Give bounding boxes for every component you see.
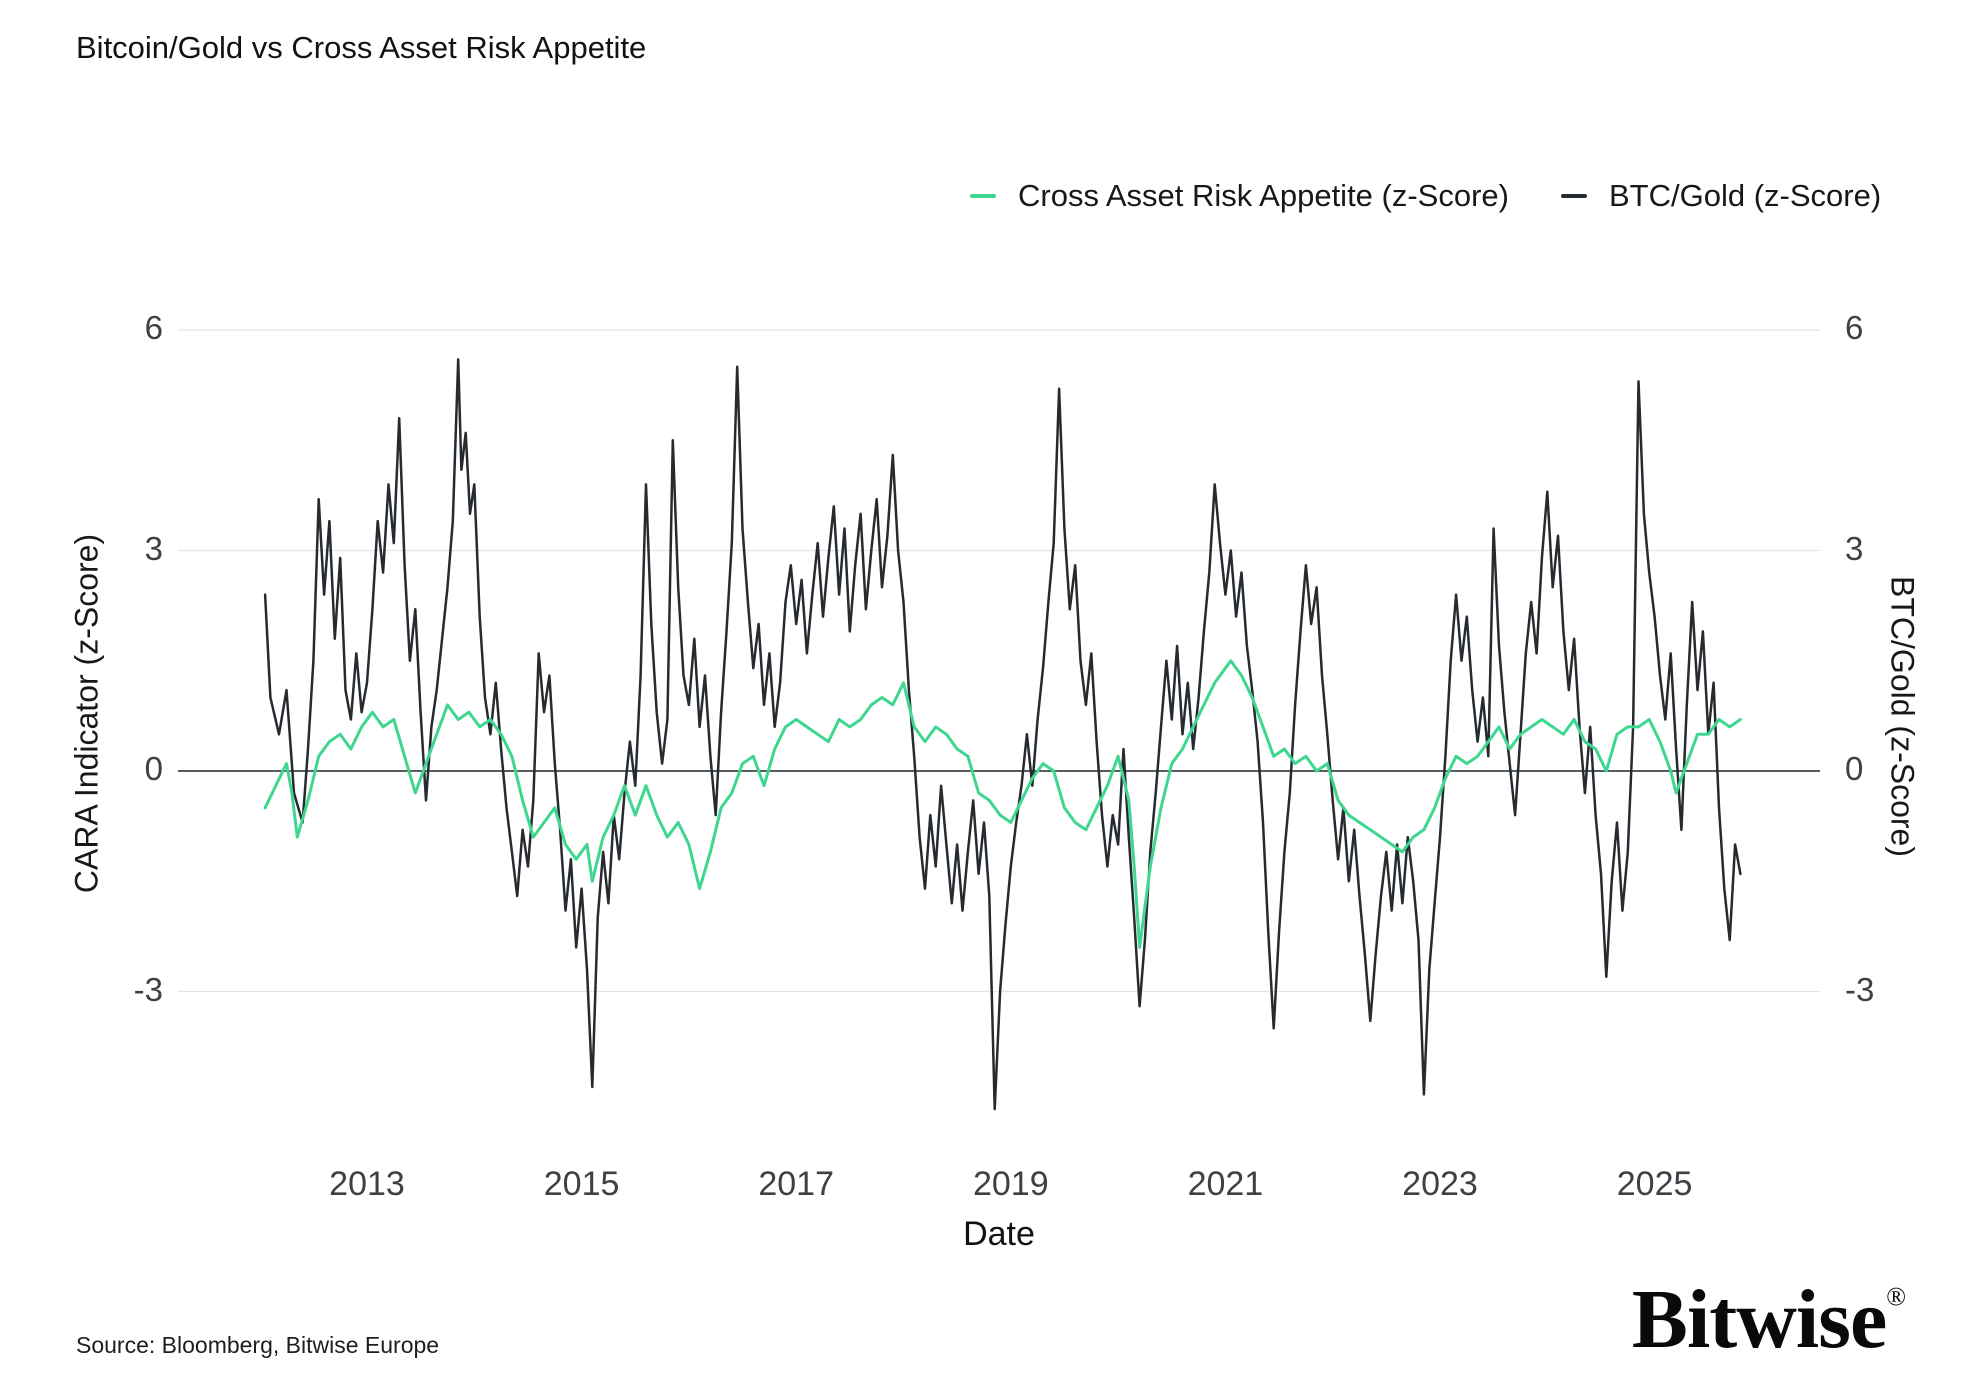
x-tick-label: 2025 (1616, 1165, 1693, 1203)
x-tick-label: 2015 (543, 1165, 620, 1203)
x-axis-title: Date (963, 1215, 1035, 1253)
registered-mark-icon: ® (1886, 1282, 1906, 1311)
x-tick-label: 2021 (1187, 1165, 1264, 1203)
legend-item: Cross Asset Risk Appetite (z-Score) (970, 178, 1509, 214)
legend-dash-icon (1561, 194, 1587, 198)
legend-label: BTC/Gold (z-Score) (1609, 178, 1882, 213)
source-note: Source: Bloomberg, Bitwise Europe (76, 1332, 440, 1358)
x-tick-label: 2017 (758, 1165, 834, 1203)
page-title: Bitcoin/Gold vs Cross Asset Risk Appetit… (76, 30, 647, 65)
x-tick-label: 2019 (972, 1165, 1049, 1203)
y-tick-label-left: 3 (144, 529, 163, 567)
y-tick-label-left: 6 (144, 309, 163, 346)
legend: Cross Asset Risk Appetite (z-Score) BTC/G… (970, 178, 1881, 214)
y-tick-label-right: -3 (1845, 970, 1875, 1008)
series-line (263, 659, 1742, 949)
y-tick-label-left: 0 (144, 750, 163, 787)
y-tick-label-right: 3 (1845, 529, 1864, 567)
x-tick-label: 2023 (1402, 1165, 1478, 1203)
legend-dash-icon (970, 194, 996, 198)
x-tick-label: 2013 (329, 1165, 405, 1203)
bitwise-logo-text: Bitwise (1631, 1273, 1887, 1366)
legend-label: Cross Asset Risk Appetite (z-Score) (1018, 178, 1509, 213)
bitwise-logo: Bitwise® (1632, 1278, 1906, 1362)
y-tick-label-right: 0 (1845, 750, 1864, 787)
series-line (263, 358, 1742, 1111)
y-tick-label-right: 6 (1845, 309, 1864, 346)
legend-item: BTC/Gold (z-Score) (1561, 178, 1881, 214)
y-tick-label-left: -3 (133, 970, 163, 1008)
